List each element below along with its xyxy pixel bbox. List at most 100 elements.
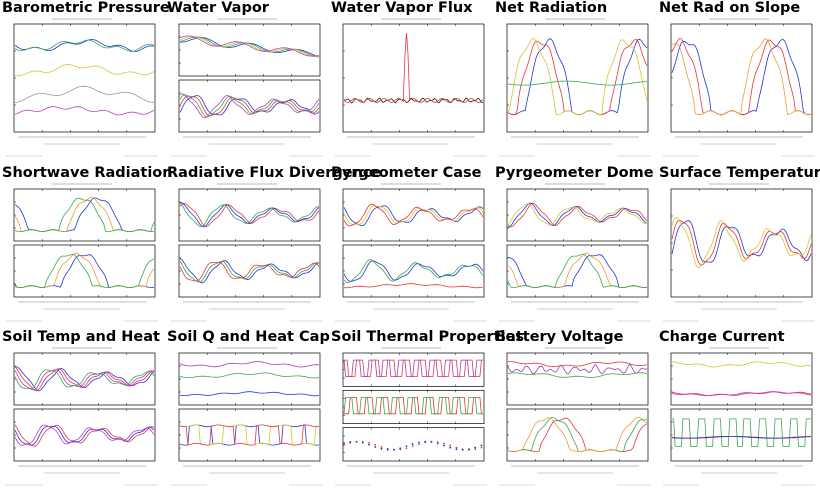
series-line bbox=[14, 85, 154, 103]
plot-frame bbox=[13, 23, 156, 133]
chart-thumbnail[interactable] bbox=[169, 181, 325, 327]
chart-title: Surface Temperature bbox=[659, 165, 820, 181]
chart-svg bbox=[663, 18, 815, 157]
series-line bbox=[343, 397, 483, 415]
series-line bbox=[671, 219, 812, 266]
chart-thumbnail[interactable] bbox=[333, 181, 489, 327]
chart-cell: Shortwave Radiation bbox=[0, 165, 173, 329]
chart-thumbnail[interactable] bbox=[333, 345, 489, 491]
chart-title: Pyrgeometer Case bbox=[331, 165, 482, 181]
series-line bbox=[507, 203, 648, 226]
plot-frame bbox=[342, 23, 485, 133]
series-line bbox=[343, 33, 484, 103]
plot-frame bbox=[342, 244, 485, 298]
chart-svg bbox=[663, 183, 815, 322]
series-line bbox=[179, 35, 320, 57]
series-line bbox=[14, 369, 155, 389]
chart-thumbnail[interactable] bbox=[169, 16, 325, 162]
chart-thumbnail[interactable] bbox=[4, 345, 160, 491]
series-point bbox=[393, 448, 395, 451]
series-point bbox=[461, 448, 464, 451]
series-line bbox=[507, 253, 648, 288]
series-line bbox=[179, 391, 320, 397]
chart-thumbnail[interactable] bbox=[169, 345, 325, 491]
series-point bbox=[399, 448, 402, 451]
chart-title: Radiative Flux Divergence bbox=[167, 165, 382, 181]
series-line bbox=[179, 95, 320, 117]
series-line bbox=[343, 205, 484, 226]
series-point bbox=[480, 446, 483, 449]
chart-svg bbox=[171, 18, 323, 157]
series-line bbox=[343, 97, 484, 104]
series-line bbox=[179, 260, 320, 283]
plot-frame bbox=[506, 23, 649, 133]
chart-thumbnail[interactable] bbox=[4, 181, 160, 327]
chart-title: Charge Current bbox=[659, 329, 785, 345]
series-point bbox=[443, 444, 445, 447]
series-point bbox=[343, 443, 345, 446]
chart-thumbnail[interactable] bbox=[497, 181, 653, 327]
series-line bbox=[343, 259, 484, 284]
series-line bbox=[14, 424, 155, 447]
series-point bbox=[405, 447, 408, 450]
chart-svg bbox=[6, 183, 158, 322]
plot-frame bbox=[670, 188, 813, 298]
chart-svg bbox=[499, 347, 651, 486]
series-line bbox=[179, 424, 320, 446]
series-line bbox=[671, 220, 812, 263]
plot-frame bbox=[342, 427, 485, 462]
series-line bbox=[179, 35, 320, 57]
series-point bbox=[411, 443, 414, 445]
chart-title: Pyrgeometer Dome bbox=[495, 165, 654, 181]
chart-thumbnail[interactable] bbox=[497, 345, 653, 491]
plot-frame bbox=[506, 408, 649, 462]
series-point bbox=[380, 446, 383, 448]
series-line bbox=[671, 38, 812, 116]
chart-cell: Pyrgeometer Case bbox=[329, 165, 493, 329]
series-line bbox=[672, 418, 811, 447]
series-line bbox=[343, 260, 484, 282]
chart-thumbnail[interactable] bbox=[661, 16, 817, 162]
chart-cell: Soil Temp and Heat bbox=[0, 329, 164, 493]
chart-svg bbox=[335, 183, 487, 322]
series-point bbox=[355, 440, 358, 443]
series-point bbox=[474, 446, 477, 449]
chart-title: Water Vapor Flux bbox=[331, 0, 473, 16]
chart-cell: Net Rad on Slope bbox=[657, 0, 820, 164]
series-point bbox=[399, 447, 402, 450]
plot-frame bbox=[178, 352, 321, 406]
series-line bbox=[343, 205, 484, 225]
chart-thumbnail[interactable] bbox=[661, 181, 817, 327]
chart-cell: Charge Current bbox=[657, 329, 820, 493]
series-line bbox=[179, 372, 320, 379]
series-line bbox=[671, 217, 812, 269]
series-line bbox=[343, 359, 483, 377]
plot-frame bbox=[506, 188, 649, 242]
chart-thumbnail[interactable] bbox=[497, 16, 653, 162]
chart-title: Soil Q and Heat Cap bbox=[167, 329, 330, 345]
chart-thumbnail[interactable] bbox=[4, 16, 160, 162]
chart-thumbnail[interactable] bbox=[333, 16, 489, 162]
chart-title: Battery Voltage bbox=[495, 329, 624, 345]
series-line bbox=[507, 361, 648, 368]
series-line bbox=[14, 39, 155, 52]
series-line bbox=[14, 426, 155, 446]
series-point bbox=[361, 441, 364, 444]
chart-svg bbox=[171, 347, 323, 486]
series-line bbox=[179, 202, 320, 228]
series-point bbox=[455, 446, 458, 449]
chart-svg bbox=[335, 347, 487, 486]
series-line bbox=[671, 37, 812, 116]
plot-frame bbox=[670, 23, 813, 133]
series-point bbox=[455, 448, 458, 451]
plot-frame bbox=[178, 79, 321, 133]
series-line bbox=[507, 416, 648, 452]
series-line bbox=[14, 64, 155, 77]
series-line bbox=[179, 261, 320, 282]
series-line bbox=[671, 361, 811, 368]
chart-thumbnail[interactable] bbox=[661, 345, 817, 491]
series-point bbox=[443, 442, 445, 445]
series-line bbox=[179, 424, 320, 446]
series-line bbox=[507, 37, 648, 116]
